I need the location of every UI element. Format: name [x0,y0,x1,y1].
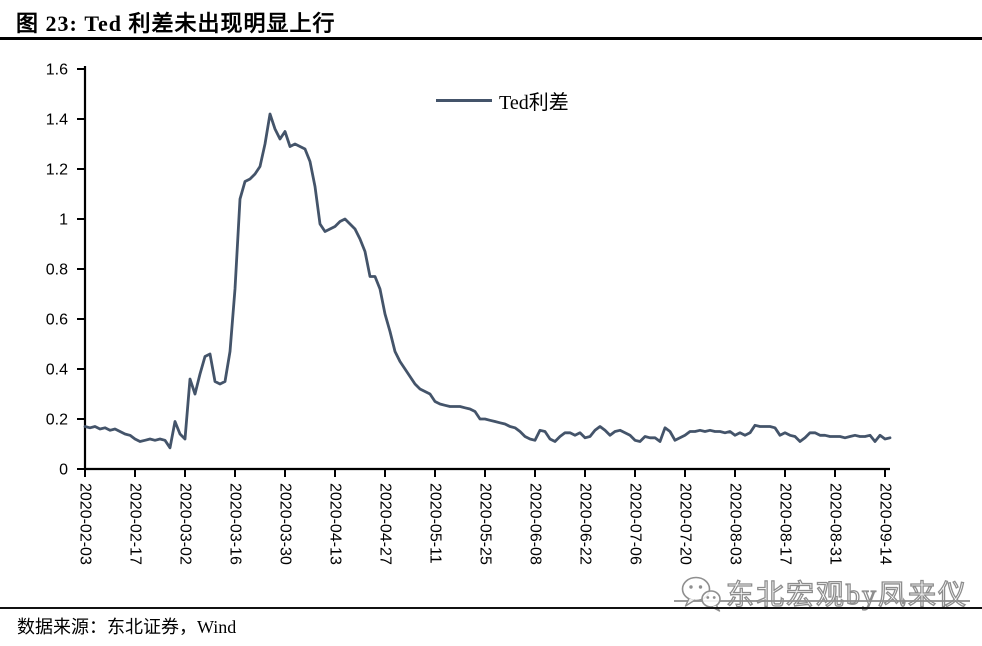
x-tick-label: 2020-06-22 [577,483,594,565]
wechat-icon [681,576,721,612]
x-tick-label: 2020-04-13 [327,483,344,565]
title-rule [0,37,982,40]
x-tick-label: 2020-03-02 [177,483,194,565]
x-tick-label: 2020-05-25 [477,483,494,565]
x-tick-label: 2020-05-11 [427,483,444,564]
watermark-text: 东北宏观by凤来仪 [725,579,969,611]
x-tick-label: 2020-03-30 [277,483,294,565]
footer-rule [0,607,982,609]
watermark-line [674,600,970,602]
source-note: 数据来源：东北证券，Wind [17,617,237,637]
y-tick-label: 1 [59,212,68,229]
legend-line-sample [436,99,492,102]
ted-spread-line [83,112,892,450]
y-tick-label: 1.4 [46,112,68,129]
x-tick-label: 2020-08-17 [777,483,794,565]
x-tick-label: 2020-08-31 [827,483,844,565]
x-tick-label: 2020-02-03 [77,483,94,565]
x-tick-label: 2020-08-03 [727,483,744,565]
y-tick-label: 0.8 [46,262,68,279]
y-tick-label: 0.2 [46,412,68,429]
x-tick-label: 2020-03-16 [227,483,244,565]
y-tick-label: 0.6 [46,312,68,329]
x-tick-label: 2020-04-27 [377,483,394,565]
legend-label: Ted利差 [499,92,569,114]
figure-title: 图 23: Ted 利差未出现明显上行 [16,11,336,36]
x-tick-label: 2020-07-06 [627,483,644,565]
y-tick-label: 0.4 [46,362,68,379]
watermark: 东北宏观by凤来仪 [660,570,982,620]
y-tick-label: 0 [59,462,68,479]
y-tick-label: 1.6 [46,62,68,79]
y-tick-label: 1.2 [46,162,68,179]
x-tick-label: 2020-07-20 [677,483,694,565]
x-tick-label: 2020-02-17 [127,483,144,565]
chart-legend: Ted利差 [436,86,569,115]
x-tick-label: 2020-06-08 [527,483,544,565]
x-tick-label: 2020-09-14 [877,483,894,565]
